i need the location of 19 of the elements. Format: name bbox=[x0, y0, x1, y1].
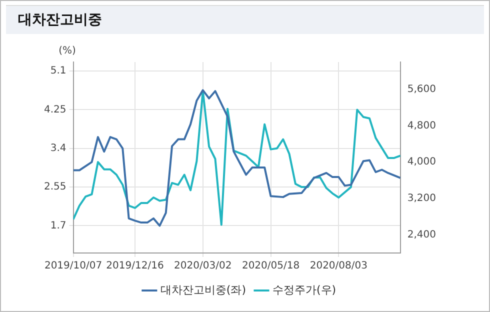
x-tick-label: 2020/05/18 bbox=[242, 260, 300, 272]
x-tick-label: 2020/08/03 bbox=[310, 260, 368, 272]
y2-tick-label: 5,600 bbox=[407, 84, 436, 95]
y2-tick-label: 3,200 bbox=[407, 193, 436, 204]
x-tick-label: 2019/12/16 bbox=[106, 260, 164, 272]
y-tick-label: 2.55 bbox=[44, 182, 66, 193]
y2-tick-label: 4,000 bbox=[407, 156, 436, 168]
legend-label: 수정주가(우) bbox=[272, 283, 336, 296]
y2-tick-label: 2,400 bbox=[407, 229, 436, 240]
chart-title: 대차잔고비중 bbox=[18, 11, 102, 29]
y-tick-label: 5.1 bbox=[50, 66, 66, 77]
y-tick-label: 1.7 bbox=[50, 220, 66, 232]
legend-label: 대차잔고비중(좌) bbox=[160, 283, 246, 296]
x-tick-label: 2020/03/02 bbox=[174, 260, 232, 272]
y-tick-label: 3.4 bbox=[50, 143, 66, 154]
y-axis-title: (%) bbox=[58, 46, 76, 57]
y-tick-label: 4.25 bbox=[44, 104, 66, 116]
x-tick-label: 2019/10/07 bbox=[44, 260, 102, 272]
y2-tick-label: 4,800 bbox=[407, 120, 436, 132]
